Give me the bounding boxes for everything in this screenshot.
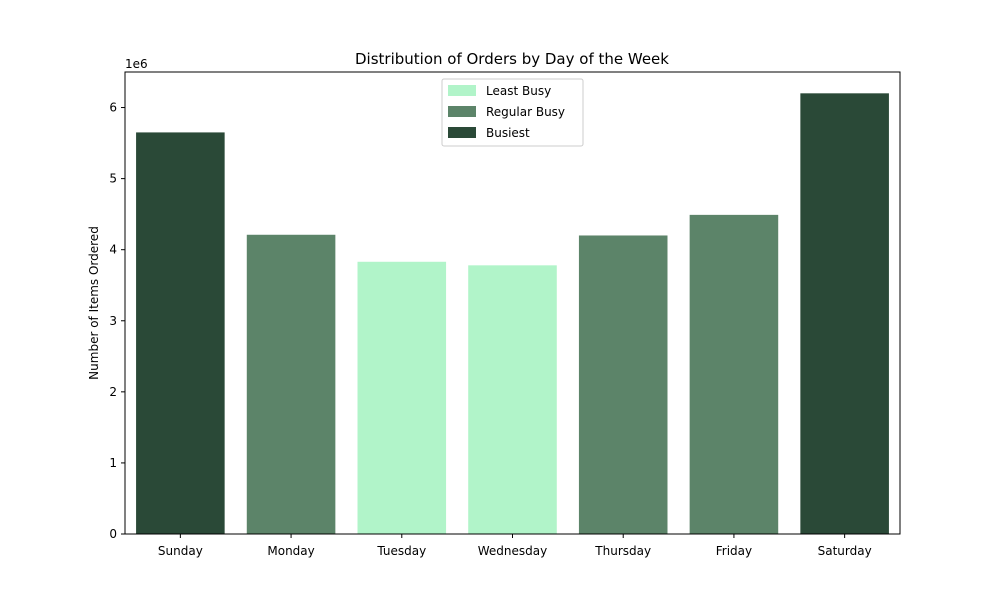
x-tick-label-wednesday: Wednesday [478, 544, 547, 558]
bar-thursday [578, 235, 668, 534]
y-tick-label-3: 3 [109, 314, 117, 328]
x-tick-label-sunday: Sunday [158, 544, 203, 558]
chart-title: Distribution of Orders by Day of the Wee… [355, 50, 669, 68]
bar-sunday [136, 132, 225, 534]
x-tick-label-tuesday: Tuesday [376, 544, 426, 558]
x-tick-label-monday: Monday [267, 544, 314, 558]
y-tick-label-4: 4 [109, 243, 117, 257]
y-tick-label-1: 1 [109, 456, 117, 470]
y-tick-label-5: 5 [109, 172, 117, 186]
legend-label-busiest: Busiest [486, 126, 530, 140]
x-tick-label-friday: Friday [716, 544, 752, 558]
bar-friday [689, 214, 779, 534]
legend: Least Busy Regular Busy Busiest [441, 78, 584, 147]
y-tick-label-6: 6 [109, 101, 117, 115]
legend-box [441, 78, 584, 147]
bar-saturday [800, 93, 889, 535]
x-tick-label-thursday: Thursday [594, 544, 651, 558]
legend-label-least-busy: Least Busy [486, 84, 551, 98]
legend-swatch-busiest [448, 127, 476, 138]
bar-tuesday [357, 261, 447, 534]
y-tick-label-0: 0 [109, 527, 117, 541]
y-tick-label-2: 2 [109, 385, 117, 399]
axes-layer: Sunday Monday Tuesday Wednesday Thursday Frid… [109, 101, 871, 558]
bars-layer [136, 93, 889, 535]
legend-label-regular-busy: Regular Busy [486, 105, 565, 119]
legend-swatch-least-busy [448, 85, 476, 96]
plot-frame [124, 71, 901, 535]
y-axis-scale-label: 1e6 [125, 57, 148, 71]
x-tick-label-saturday: Saturday [818, 544, 872, 558]
bar-monday [246, 234, 336, 534]
legend-swatch-regular-busy [448, 106, 476, 117]
bar-wednesday [468, 265, 557, 534]
y-axis-label: Number of Items Ordered [87, 226, 101, 380]
